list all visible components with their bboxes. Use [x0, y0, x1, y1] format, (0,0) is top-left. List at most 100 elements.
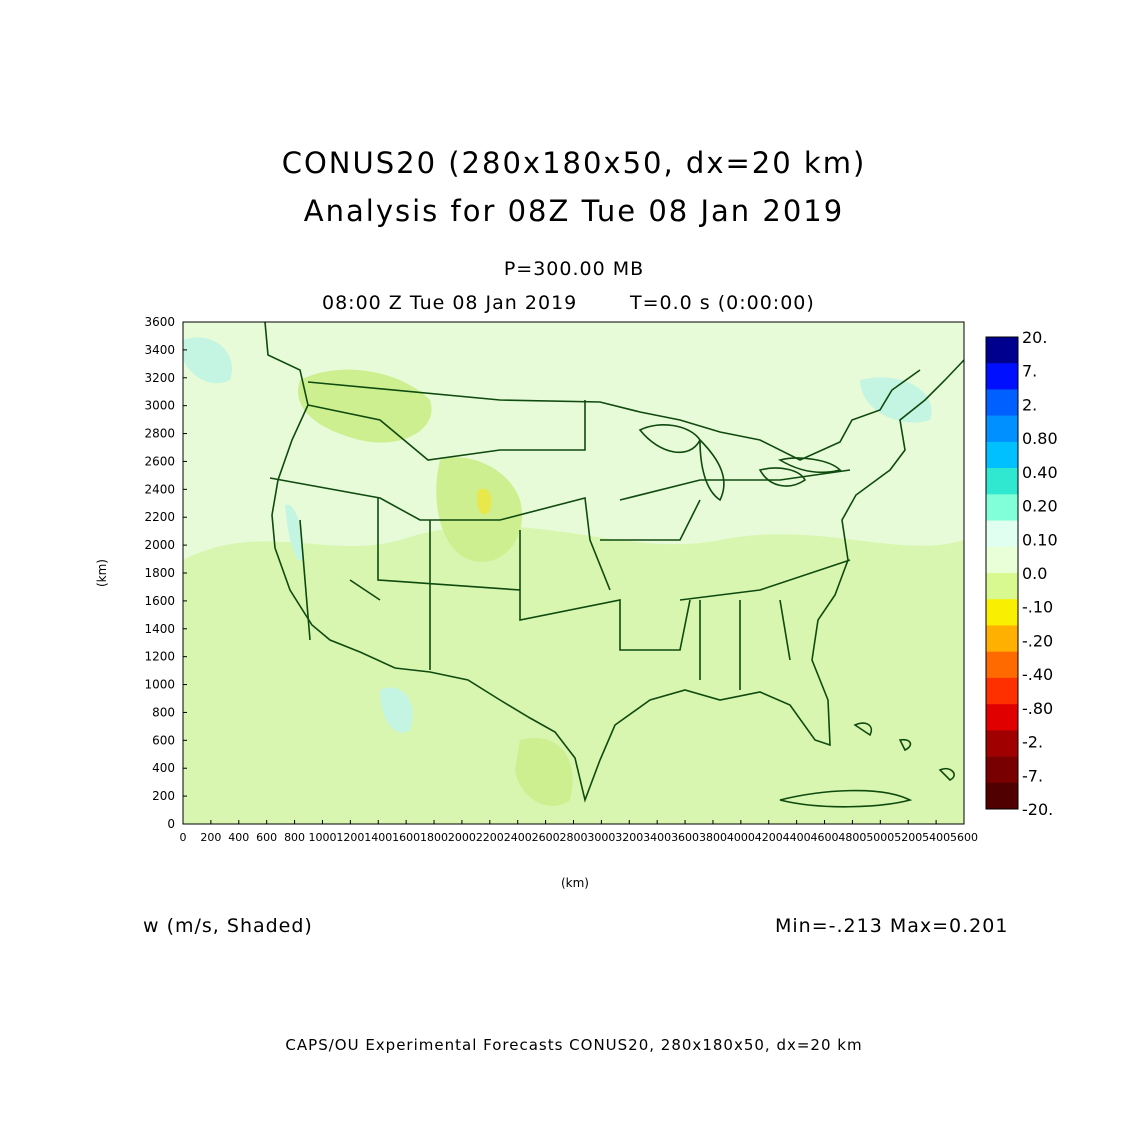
- colorbar-swatch: [986, 730, 1018, 757]
- x-tick-label: 200: [200, 831, 221, 844]
- x-tick-label: 4000: [727, 831, 755, 844]
- colorbar-swatch: [986, 389, 1018, 416]
- forecast-time: T=0.0 s (0:00:00): [630, 292, 815, 314]
- x-tick-label: 2600: [532, 831, 560, 844]
- colorbar-label: 0.40: [1022, 463, 1058, 482]
- colorbar-swatch: [986, 756, 1018, 784]
- x-tick-label: 5200: [894, 831, 922, 844]
- colorbar-swatch: [986, 651, 1018, 679]
- y-tick-label: 1600: [144, 594, 175, 608]
- title-line-1: CONUS20 (280x180x50, dx=20 km): [281, 146, 867, 180]
- x-tick-label: 2400: [504, 831, 532, 844]
- colorbar-swatch: [986, 441, 1018, 469]
- x-tick-label: 1800: [420, 831, 448, 844]
- x-tick-label: 1000: [308, 831, 336, 844]
- colorbar-label: 7.: [1022, 362, 1037, 381]
- great-lakes: [638, 424, 842, 502]
- shaded-field: [183, 337, 964, 824]
- x-tick-label: 600: [256, 831, 277, 844]
- colorbar-swatch: [986, 677, 1018, 705]
- x-tick-label: 2200: [476, 831, 504, 844]
- x-tick-label: 4800: [838, 831, 866, 844]
- y-tick-label: 3400: [144, 343, 175, 357]
- credit-line: CAPS/OU Experimental Forecasts CONUS20, …: [285, 1036, 863, 1054]
- valid-time: 08:00 Z Tue 08 Jan 2019: [322, 292, 578, 314]
- colorbar: 20. 7. 2. 0.80 0.40 0.20 0.10 0.0 -.10 -.20 -.40 -.…: [985, 328, 1058, 819]
- y-tick-label: 0: [167, 817, 175, 831]
- colorbar-label: -.10: [1022, 598, 1053, 617]
- y-tick-label: 1400: [144, 622, 175, 636]
- x-tick-label: 3000: [587, 831, 615, 844]
- colorbar-frame: [985, 336, 1019, 810]
- x-tick-label: 5000: [866, 831, 894, 844]
- y-tick-label: 400: [152, 761, 175, 775]
- y-tick-label: 200: [152, 789, 175, 803]
- title-line-2: Analysis for 08Z Tue 08 Jan 2019: [303, 194, 845, 228]
- y-tick-label: 800: [152, 705, 175, 719]
- caribbean-islands: [779, 722, 955, 808]
- x-tick-label: 400: [228, 831, 249, 844]
- colorbar-label: 0.0: [1022, 564, 1047, 583]
- colorbar-label: -7.: [1022, 766, 1043, 785]
- colorbar-swatch: [986, 599, 1018, 626]
- colorbar-swatch: [986, 363, 1018, 390]
- colorbar-swatch: [986, 625, 1018, 652]
- x-tick-label: 2000: [448, 831, 476, 844]
- colorbar-label: -.20: [1022, 631, 1053, 650]
- x-tick-label: 2800: [560, 831, 588, 844]
- colorbar-swatch: [986, 415, 1018, 443]
- y-tick-label: 2200: [144, 510, 175, 524]
- shade-region: [477, 488, 492, 515]
- coastline: [264, 322, 964, 803]
- colorbar-label: -20.: [1022, 800, 1053, 819]
- x-tick-label: 4600: [811, 831, 839, 844]
- colorbar-label: -.40: [1022, 665, 1053, 684]
- colorbar-label: -2.: [1022, 733, 1043, 752]
- y-tick-label: 3600: [144, 315, 175, 329]
- y-tick-label: 2400: [144, 482, 175, 496]
- x-axis: 0 200 400 600 800 1000 1200 1400 1600 1800 2000 220…: [180, 820, 978, 844]
- colorbar-swatch: [986, 704, 1018, 731]
- x-tick-label: 4200: [755, 831, 783, 844]
- x-tick-label: 3400: [643, 831, 671, 844]
- shade-region: [285, 504, 303, 561]
- shade-region: [380, 687, 413, 733]
- x-tick-label: 0: [180, 831, 187, 844]
- colorbar-label: 0.20: [1022, 497, 1058, 516]
- x-tick-label: 1200: [336, 831, 364, 844]
- y-tick-label: 3000: [144, 399, 175, 413]
- colorbar-swatch: [986, 546, 1018, 574]
- x-tick-label: 800: [284, 831, 305, 844]
- state-borders: [269, 400, 851, 690]
- y-tick-label: 3200: [144, 371, 175, 385]
- x-tick-label: 5400: [922, 831, 950, 844]
- y-tick-label: 2800: [144, 427, 175, 441]
- international-border: [307, 369, 921, 461]
- field-label: w (m/s, Shaded): [143, 915, 313, 937]
- y-tick-label: 1000: [144, 678, 175, 692]
- colorbar-label: 0.10: [1022, 530, 1058, 549]
- x-tick-label: 4400: [783, 831, 811, 844]
- x-tick-label: 3600: [671, 831, 699, 844]
- y-tick-label: 1200: [144, 650, 175, 664]
- colorbar-swatch: [986, 520, 1018, 548]
- x-tick-label: 1400: [364, 831, 392, 844]
- colorbar-swatch: [986, 573, 1018, 600]
- y-tick-label: 2600: [144, 454, 175, 468]
- colorbar-label: -.80: [1022, 699, 1053, 718]
- y-axis-label: (km): [95, 559, 109, 587]
- x-tick-label: 5600: [950, 831, 978, 844]
- x-tick-label: 1600: [392, 831, 420, 844]
- colorbar-swatch: [986, 337, 1018, 364]
- shade-region: [515, 738, 573, 806]
- colorbar-swatch: [986, 468, 1018, 495]
- colorbar-label: 0.80: [1022, 429, 1058, 448]
- colorbar-label: 2.: [1022, 395, 1037, 414]
- x-tick-label: 3800: [699, 831, 727, 844]
- y-tick-label: 600: [152, 733, 175, 747]
- shade-region: [183, 337, 232, 384]
- colorbar-label: 20.: [1022, 328, 1047, 347]
- colorbar-swatch: [986, 782, 1018, 810]
- min-max-readout: Min=-.213 Max=0.201: [775, 915, 1009, 937]
